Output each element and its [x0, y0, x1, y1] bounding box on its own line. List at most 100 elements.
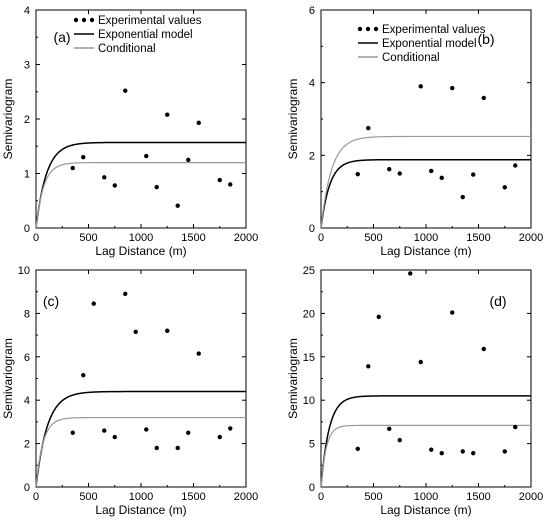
y-tick-label: 25 — [303, 265, 315, 277]
y-tick-label: 8 — [24, 308, 30, 320]
experimental-point — [144, 153, 149, 159]
y-tick-label: 4 — [309, 78, 315, 90]
experimental-point — [228, 426, 233, 431]
experimental-point — [70, 165, 75, 171]
experimental-point — [513, 163, 518, 168]
x-tick-label: 500 — [79, 232, 97, 244]
legend: Experimental values Exponential model Cond… — [357, 24, 486, 64]
legend-marker-point — [89, 17, 95, 23]
experimental-point — [228, 182, 233, 187]
panel-4: 0 500 1000 1500 2000 0 5 10 15 20 25 Lag Distance (… — [286, 265, 543, 517]
x-tick-label: 0 — [318, 232, 324, 244]
experimental-point — [502, 449, 507, 454]
x-tick-label: 2000 — [519, 232, 543, 244]
x-tick-label: 500 — [364, 232, 382, 244]
experimental-point — [133, 329, 138, 335]
experimental-point — [175, 445, 180, 451]
experimental-point — [502, 185, 507, 190]
x-tick-label: 500 — [79, 491, 97, 503]
experimental-point — [217, 434, 222, 440]
y-axis-label: Semivariogram — [1, 79, 15, 160]
x-tick-label: 2000 — [519, 491, 543, 503]
experimental-point — [439, 450, 444, 456]
experimental-point — [366, 364, 371, 369]
panel-2: 0 500 1000 1500 2000 0 2 4 6 Lag Distance (m) Semi… — [286, 5, 543, 258]
experimental-point — [450, 85, 455, 91]
y-tick-label: 0 — [309, 223, 315, 235]
experimental-point — [186, 157, 191, 163]
x-axis-label: Lag Distance (m) — [380, 503, 471, 517]
experimental-point — [112, 434, 117, 440]
experimental-point — [144, 427, 149, 432]
x-tick-label: 500 — [364, 491, 382, 503]
experimental-point — [387, 166, 392, 172]
y-tick-label: 2 — [24, 439, 30, 451]
y-tick-label: 10 — [303, 395, 315, 407]
experimental-point — [355, 172, 360, 177]
legend-label: Exponential model — [382, 38, 477, 50]
x-tick-label: 1000 — [414, 491, 438, 503]
experimental-point — [154, 184, 159, 190]
y-tick-label: 1 — [24, 169, 30, 181]
y-tick-label: 0 — [24, 223, 30, 235]
legend-label: Experimental values — [98, 15, 202, 27]
y-tick-label: 4 — [24, 395, 30, 407]
experimental-point — [481, 346, 486, 352]
experimental-point — [397, 437, 402, 443]
x-tick-label: 1000 — [414, 232, 438, 244]
legend-marker-point — [357, 26, 363, 32]
panel-label: (a) — [53, 29, 70, 45]
experimental-point — [102, 175, 107, 180]
experimental-point — [70, 430, 75, 435]
experimental-point — [376, 314, 381, 320]
legend: Experimental values Exponential model Cond… — [73, 15, 202, 55]
x-tick-label: 1500 — [181, 491, 205, 503]
legend-label: Conditional — [98, 43, 156, 55]
x-axis-label: Lag Distance (m) — [95, 503, 186, 517]
model-curve-conditional — [35, 416, 246, 488]
x-tick-label: 0 — [318, 491, 324, 503]
y-tick-label: 6 — [24, 352, 30, 364]
model-curve-exponential — [35, 141, 246, 229]
experimental-point — [471, 450, 476, 456]
legend-marker-point — [365, 26, 371, 32]
experimental-point — [154, 445, 159, 451]
x-tick-label: 1000 — [129, 491, 153, 503]
experimental-point — [102, 428, 107, 433]
y-tick-label: 15 — [303, 352, 315, 364]
y-tick-label: 5 — [309, 439, 315, 451]
experimental-point — [471, 172, 476, 177]
x-axis-label: Lag Distance (m) — [380, 244, 471, 258]
experimental-point — [439, 175, 444, 181]
legend-label: Experimental values — [382, 24, 486, 36]
x-tick-label: 0 — [33, 232, 39, 244]
experimental-point — [418, 359, 423, 365]
x-tick-label: 1500 — [181, 232, 205, 244]
experimental-point — [123, 88, 128, 93]
experimental-point — [196, 351, 201, 356]
legend-label: Exponential model — [98, 29, 193, 41]
legend-label: Conditional — [382, 52, 440, 64]
x-tick-label: 1000 — [129, 232, 153, 244]
experimental-point — [429, 168, 434, 174]
y-axis-label: Semivariogram — [286, 79, 300, 160]
y-tick-label: 0 — [309, 482, 315, 494]
plot-frame — [35, 269, 247, 488]
experimental-point — [429, 447, 434, 452]
model-curve-exponential — [320, 158, 531, 229]
model-curve-conditional — [320, 424, 531, 488]
y-tick-label: 6 — [309, 5, 315, 17]
legend-marker-point — [73, 17, 79, 23]
experimental-point — [165, 328, 170, 333]
x-tick-label: 2000 — [234, 232, 258, 244]
x-tick-label: 2000 — [234, 491, 258, 503]
x-axis-label: Lag Distance (m) — [95, 244, 186, 258]
experimental-point — [460, 449, 465, 454]
experimental-point — [513, 424, 518, 430]
panel-3: 0 500 1000 1500 2000 0 2 4 6 8 10 Lag Distance (m) S… — [1, 265, 258, 517]
legend-marker-point — [373, 26, 379, 32]
model-curve-exponential — [35, 390, 246, 488]
model-curve-exponential — [320, 395, 531, 488]
y-tick-label: 2 — [309, 150, 315, 162]
